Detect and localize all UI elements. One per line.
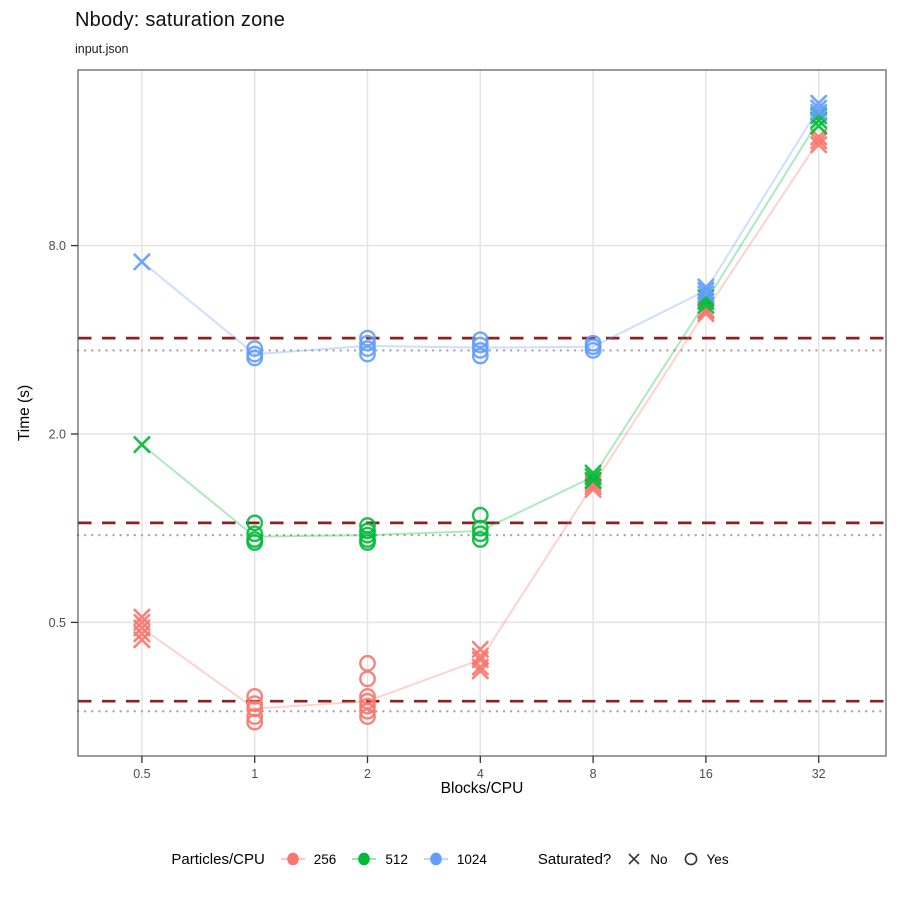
- y-tick-label: 0.5: [49, 616, 66, 630]
- x-shape-icon: [628, 853, 640, 865]
- data-point-x: [584, 471, 602, 490]
- data-point-x: [810, 99, 828, 117]
- data-point-circle: [246, 713, 264, 731]
- data-point-circle: [584, 341, 602, 359]
- data-point-circle: [359, 670, 376, 688]
- legend-item-yes: Yes: [681, 849, 729, 869]
- data-point-circle: [246, 534, 264, 551]
- data-point-circle: [471, 336, 489, 354]
- legend: Particles/CPU 256 512 1024 Saturated?: [0, 840, 900, 878]
- data-point-circle: [359, 340, 376, 357]
- chart-subtitle: input.json: [75, 42, 129, 56]
- series-key-icon: [280, 852, 305, 866]
- x-tick-label: 1: [251, 767, 258, 781]
- data-point-circle: [246, 695, 264, 713]
- x-tick-label: 16: [699, 767, 713, 781]
- x-tick-label: 8: [590, 767, 597, 781]
- data-point-x: [697, 281, 715, 300]
- data-point-x: [471, 662, 489, 680]
- shape-legend-title: Saturated?: [537, 850, 612, 868]
- legend-label-512: 512: [385, 851, 408, 867]
- data-point-x: [133, 631, 151, 649]
- data-point-circle: [246, 340, 264, 357]
- legend-item-256: 256: [278, 849, 337, 869]
- legend-label-1024: 1024: [456, 851, 487, 867]
- legend-label-yes: Yes: [706, 851, 729, 867]
- data-point-x: [697, 285, 715, 303]
- data-point-circle: [471, 531, 489, 548]
- data-point-circle: [471, 525, 489, 543]
- x-axis-title: Blocks/CPU: [440, 780, 524, 797]
- legend-label-256: 256: [313, 851, 337, 867]
- data-point-circle: [246, 525, 264, 543]
- legend-item-1024: 1024: [421, 849, 487, 869]
- data-point-circle: [471, 519, 489, 537]
- plot-panel: 0.5 1 2 4 8 16 32 0.5 2.0 8.0: [49, 69, 888, 781]
- legend-label-no: No: [650, 851, 668, 867]
- data-point-circle: [359, 702, 376, 720]
- data-point-x: [133, 619, 151, 637]
- x-tick-label: 32: [812, 767, 826, 781]
- chart-title: Nbody: saturation zone: [75, 9, 286, 31]
- series-key-icon: [423, 852, 448, 866]
- series-key-icon: [352, 852, 377, 866]
- data-point-circle: [471, 331, 489, 349]
- data-point-x: [133, 435, 151, 454]
- circle-shape-icon: [684, 852, 697, 866]
- panel-border: [77, 69, 887, 757]
- data-point-x: [133, 253, 151, 271]
- data-point-x: [810, 117, 828, 135]
- data-point-circle: [359, 329, 376, 347]
- data-point-circle: [359, 708, 376, 725]
- data-point-x: [810, 111, 828, 129]
- data-point-circle: [359, 534, 376, 551]
- legend-item-no: No: [624, 849, 668, 869]
- data-point-circle: [246, 708, 264, 725]
- y-axis-title: Time (s): [16, 384, 33, 442]
- data-point-x: [584, 468, 602, 486]
- data-point-x: [697, 278, 715, 296]
- data-point-circle: [471, 506, 489, 524]
- data-point-x: [133, 625, 151, 643]
- data-point-circle: [359, 334, 376, 352]
- data-point-x: [810, 103, 828, 122]
- data-point-circle: [246, 514, 264, 532]
- legend-item-512: 512: [349, 849, 408, 869]
- y-tick-label: 8.0: [49, 239, 66, 253]
- data-point-circle: [246, 349, 264, 367]
- data-point-circle: [471, 341, 489, 359]
- data-point-x: [471, 658, 489, 676]
- x-tick-label: 4: [477, 767, 484, 781]
- data-point-circle: [359, 345, 376, 363]
- color-legend-title: Particles/CPU: [171, 850, 265, 868]
- data-point-circle: [246, 688, 264, 705]
- x-tick-label: 2: [364, 767, 371, 781]
- x-tick-label: 0.5: [133, 767, 150, 781]
- data-point-circle: [359, 526, 376, 544]
- data-point-circle: [359, 697, 376, 715]
- y-tick-label: 2.0: [49, 428, 66, 442]
- data-point-circle: [471, 347, 489, 365]
- data-point-x: [810, 132, 828, 150]
- data-point-x: [810, 136, 828, 154]
- data-point-x: [584, 464, 602, 482]
